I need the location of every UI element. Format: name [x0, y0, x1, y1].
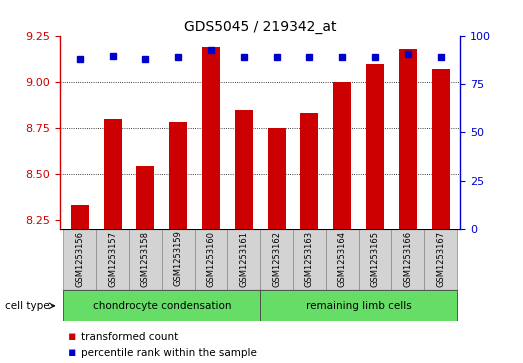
Bar [326, 229, 359, 290]
Bar [431, 69, 450, 229]
Text: ▪: ▪ [68, 346, 76, 359]
Bar [293, 229, 326, 290]
Bar [71, 205, 89, 229]
Text: GSM1253160: GSM1253160 [207, 231, 215, 286]
Text: GSM1253163: GSM1253163 [305, 231, 314, 287]
Bar [359, 229, 391, 290]
Bar [63, 229, 96, 290]
Bar [162, 229, 195, 290]
Title: GDS5045 / 219342_at: GDS5045 / 219342_at [184, 20, 336, 34]
Text: chondrocyte condensation: chondrocyte condensation [93, 301, 231, 311]
Bar [424, 229, 457, 290]
Text: GSM1253164: GSM1253164 [338, 231, 347, 286]
Text: cell type: cell type [5, 301, 50, 311]
Bar [235, 110, 253, 229]
Text: percentile rank within the sample: percentile rank within the sample [81, 348, 257, 358]
Bar [300, 113, 319, 229]
Bar [391, 229, 424, 290]
Text: GSM1253158: GSM1253158 [141, 231, 150, 286]
Bar [202, 47, 220, 229]
Bar [169, 122, 187, 229]
Bar [228, 229, 260, 290]
Text: ▪: ▪ [68, 330, 76, 343]
Text: GSM1253167: GSM1253167 [436, 231, 445, 287]
Bar [137, 166, 154, 229]
Text: GSM1253157: GSM1253157 [108, 231, 117, 286]
Text: transformed count: transformed count [81, 332, 178, 342]
Bar [104, 119, 122, 229]
Bar [96, 229, 129, 290]
Text: GSM1253159: GSM1253159 [174, 231, 183, 286]
Bar [260, 290, 457, 321]
Bar [63, 290, 260, 321]
Bar [399, 49, 417, 229]
Text: GSM1253161: GSM1253161 [240, 231, 248, 286]
Text: GSM1253162: GSM1253162 [272, 231, 281, 286]
Bar [333, 82, 351, 229]
Bar [129, 229, 162, 290]
Bar [195, 229, 228, 290]
Bar [366, 64, 384, 229]
Text: remaining limb cells: remaining limb cells [306, 301, 412, 311]
Bar [260, 229, 293, 290]
Text: GSM1253165: GSM1253165 [370, 231, 380, 286]
Text: GSM1253156: GSM1253156 [75, 231, 84, 286]
Bar [268, 128, 286, 229]
Text: GSM1253166: GSM1253166 [403, 231, 412, 287]
